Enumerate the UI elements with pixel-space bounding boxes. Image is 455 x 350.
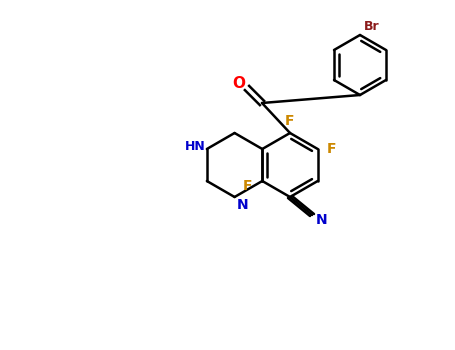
Text: N: N bbox=[316, 213, 328, 227]
Text: Br: Br bbox=[364, 21, 380, 34]
Text: F: F bbox=[243, 179, 252, 193]
Text: F: F bbox=[327, 142, 336, 156]
Text: O: O bbox=[233, 76, 246, 91]
Text: HN: HN bbox=[184, 140, 205, 153]
Text: N: N bbox=[237, 198, 248, 212]
Text: F: F bbox=[285, 114, 295, 128]
